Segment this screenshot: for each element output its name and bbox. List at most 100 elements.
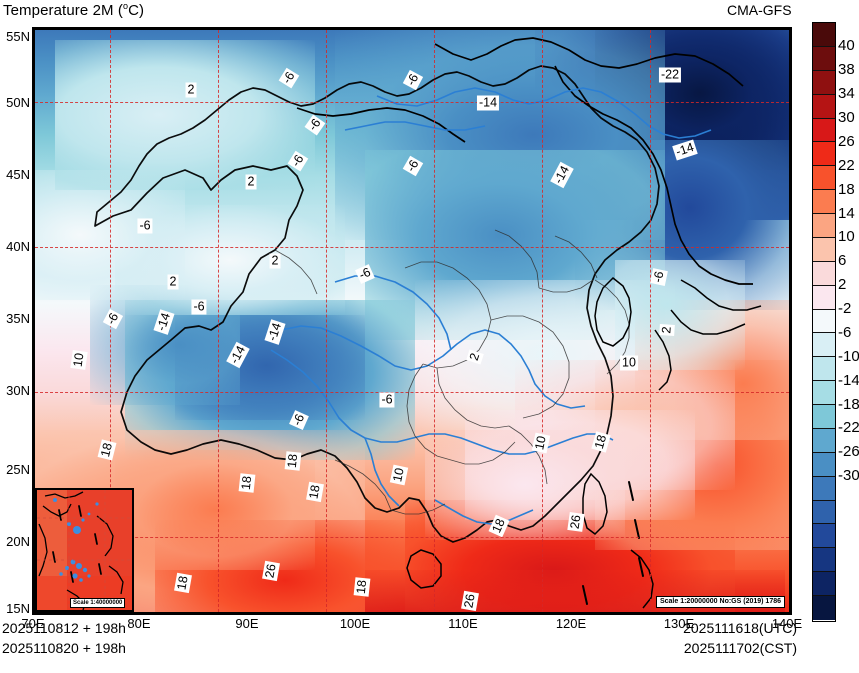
footer-valid-time-utc: 2025111618(UTC): [683, 620, 797, 636]
inset-scale-label: Scale 1:40000000: [70, 598, 126, 608]
longitude-axis: 70E 80E 90E 100E 110E 120E 130E 140E: [0, 616, 802, 636]
contour-label: -6: [650, 268, 668, 286]
colorbar-segment: [813, 572, 835, 597]
colorbar-segment: [813, 166, 835, 191]
lat-tick-40n: 40N: [6, 239, 30, 254]
contour-label: -6: [379, 392, 395, 408]
colorbar-segment: [813, 452, 835, 477]
header: Temperature 2M (oC) CMA-GFS: [0, 0, 859, 22]
contour-label: 18: [238, 473, 256, 493]
provincial-borders: [274, 229, 630, 515]
colorbar-segment: [813, 23, 835, 47]
colorbar-tick-label: 2: [838, 276, 847, 294]
lat-tick-30n: 30N: [6, 383, 30, 398]
colorbar-ticks: 40 38 34 30 26 22 18 14 10 6 2 -2 -6 -10 -14 -18 -22 -26 -…: [838, 22, 859, 622]
national-borders: [94, 65, 660, 543]
contour-label: 2: [245, 174, 257, 190]
lon-tick-90e: 90E: [235, 616, 259, 631]
colorbar-tick-label: -14: [838, 371, 859, 389]
korea-outline: [594, 276, 632, 347]
colorbar-segment: [813, 357, 835, 382]
colorbar-tick-label: 30: [838, 109, 855, 127]
colorbar-tick-label: 26: [838, 132, 855, 150]
footer-run-time-utc: 2025110812 + 198h: [2, 620, 126, 636]
colorbar-tick-label: 6: [838, 252, 847, 270]
lat-tick-20n: 20N: [6, 534, 30, 549]
geography-layer: [94, 37, 762, 609]
colorbar-tick-label: -2: [838, 300, 852, 318]
colorbar-tick-label: 40: [838, 37, 855, 55]
footer-valid-time-cst: 2025111702(CST): [683, 640, 797, 656]
colorbar-segment: [813, 118, 835, 143]
lat-tick-55n: 55N: [6, 29, 30, 44]
colorbar-segment: [813, 94, 835, 119]
colorbar-segment: [813, 70, 835, 95]
lon-tick-110e: 110E: [448, 616, 478, 631]
colorbar-segment: [813, 428, 835, 453]
contour-label: 18: [353, 577, 371, 597]
lon-tick-80e: 80E: [127, 616, 151, 631]
contour-label: 18: [306, 481, 324, 503]
colorbar-segment: [813, 405, 835, 429]
contour-label: 26: [567, 512, 585, 532]
colorbar-segment: [813, 46, 835, 71]
contour-label: -14: [476, 95, 500, 111]
lon-tick-100e: 100E: [339, 616, 371, 631]
colorbar-segment: [813, 333, 835, 358]
colorbar-segment: [813, 500, 835, 525]
sea-boundary-dashes: [582, 481, 644, 605]
page-title: Temperature 2M (oC): [3, 1, 145, 19]
colorbar-segment: [813, 596, 835, 620]
colorbar-segment: [813, 142, 835, 167]
colorbar[interactable]: [812, 22, 836, 622]
colorbar-segment: [813, 261, 835, 286]
contour-label: 26: [461, 590, 479, 612]
colorbar-segment: [813, 190, 835, 215]
colorbar-segment: [813, 548, 835, 573]
lat-tick-25n: 25N: [6, 462, 30, 477]
contour-label: 18: [284, 451, 302, 471]
contour-label: -6: [137, 218, 153, 234]
colorbar-tick-label: 38: [838, 61, 855, 79]
lon-tick-130e: 130E: [663, 616, 695, 631]
degree-symbol: o: [122, 1, 129, 11]
map-canvas: 2 -6 -6 -14 -22 -6 -6 -6 -14 -14 2 -6 2 -6 -6 2 -6 -6 -14-…: [35, 30, 789, 612]
contour-label: 10: [620, 355, 638, 371]
lat-tick-15n: 15N: [6, 601, 30, 616]
temperature-map[interactable]: 2 -6 -6 -14 -22 -6 -6 -6 -14 -14 2 -6 2 -6 -6 2 -6 -6 -14-…: [32, 27, 792, 615]
colorbar-tick-label: -6: [838, 323, 852, 341]
international-borders: [296, 37, 753, 285]
lon-tick-120e: 120E: [555, 616, 587, 631]
colorbar-segment: [813, 214, 835, 238]
south-china-sea-inset: Scale 1:40000000: [35, 488, 134, 612]
colorbar-tick-label: 14: [838, 204, 855, 222]
colorbar-segment: [813, 285, 835, 310]
inset-geography: [37, 490, 132, 610]
colorbar-tick-label: -26: [838, 443, 859, 461]
lon-tick-70e: 70E: [21, 616, 45, 631]
colorbar-segment: [813, 381, 835, 406]
japan-outline: [654, 279, 762, 391]
contour-label: -6: [191, 299, 207, 315]
colorbar-tick-label: 18: [838, 180, 855, 198]
colorbar-tick-label: 10: [838, 228, 855, 246]
colorbar-segment: [813, 476, 835, 501]
colorbar-segment: [813, 237, 835, 262]
contour-label: 10: [70, 350, 88, 370]
lat-tick-35n: 35N: [6, 311, 30, 326]
colorbar-tick-label: -10: [838, 347, 859, 365]
lon-tick-140e: 140E: [771, 616, 803, 631]
islands: [406, 472, 654, 609]
contour-label: 2: [269, 253, 281, 269]
latitude-axis: 55N 50N 45N 40N 35N 30N 25N 20N 15N: [0, 0, 32, 620]
contour-label: -22: [658, 67, 682, 83]
colorbar-segment: [813, 524, 835, 549]
contour-label: 2: [659, 324, 675, 336]
colorbar-tick-label: -18: [838, 395, 859, 413]
colorbar-segment: [813, 309, 835, 334]
footer-run-time-cst: 2025110820 + 198h: [2, 640, 126, 656]
colorbar-tick-label: -30: [838, 467, 859, 485]
model-label: CMA-GFS: [727, 2, 792, 18]
contour-label: 2: [167, 274, 179, 290]
